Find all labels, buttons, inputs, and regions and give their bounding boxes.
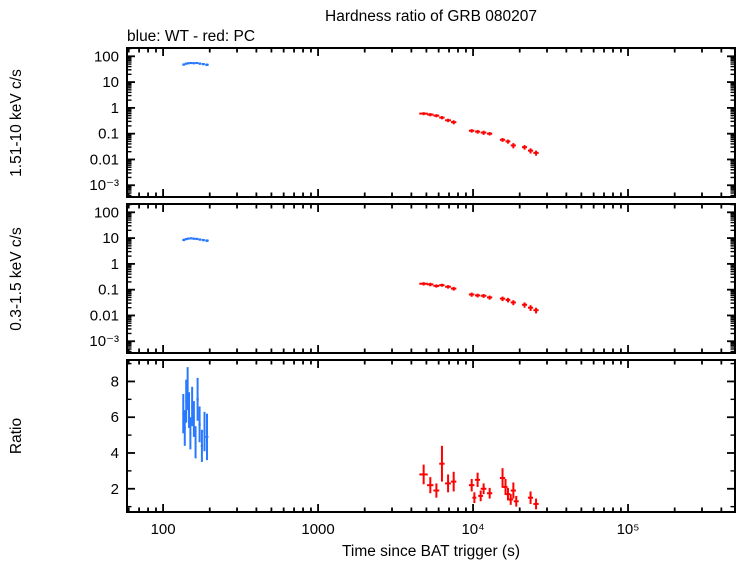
y-tick-label: 100 xyxy=(94,48,119,65)
series-wt xyxy=(182,237,209,242)
panel-frame xyxy=(126,47,736,198)
y-tick-label: 2 xyxy=(111,481,119,498)
y-tick-label: 0.01 xyxy=(90,307,119,324)
y-tick-label: 1 xyxy=(111,256,119,273)
y-tick-label: 0.1 xyxy=(98,126,119,143)
series-wt xyxy=(182,62,209,67)
y-tick-label: 0.1 xyxy=(98,282,119,299)
series-pc xyxy=(419,445,539,510)
panel-frame xyxy=(126,359,736,513)
x-tick-label: 100 xyxy=(151,521,176,538)
series-pc xyxy=(419,112,539,156)
y-tick-label: 10 xyxy=(102,74,119,91)
chart-title: Hardness ratio of GRB 080207 xyxy=(325,8,537,25)
y-axis-label-hard-band: 1.51-10 keV c/s xyxy=(8,69,25,177)
x-tick-label: 1000 xyxy=(301,521,334,538)
panel-3: 2 4 6 8 xyxy=(111,359,736,513)
x-tick-label: 10⁵ xyxy=(617,521,640,538)
y-tick-label: 4 xyxy=(111,445,119,462)
y-tick-label: 1 xyxy=(111,100,119,117)
y-tick-label: 100 xyxy=(94,204,119,221)
y-axis-label-soft-band: 0.3-1.5 keV c/s xyxy=(8,227,25,331)
x-tick-label: 10⁴ xyxy=(461,521,484,538)
y-tick-label: 8 xyxy=(111,373,119,390)
y-tick-label: 0.01 xyxy=(90,151,119,168)
y-tick-label: 6 xyxy=(111,409,119,426)
series-pc xyxy=(419,282,539,314)
legend-annotation: blue: WT - red: PC xyxy=(127,28,255,45)
series-wt xyxy=(182,367,209,462)
y-tick-label: 10⁻³ xyxy=(89,333,119,350)
panel-frame xyxy=(126,203,736,354)
y-tick-label: 10 xyxy=(102,230,119,247)
y-tick-label: 10⁻³ xyxy=(89,177,119,194)
y-axis-label-ratio: Ratio xyxy=(8,418,25,454)
panel-2: 100 10 1 0.1 0.01 10⁻³ xyxy=(89,203,736,354)
panel-1: 100 10 1 0.1 0.01 10⁻³ xyxy=(89,47,736,198)
x-axis-label: Time since BAT trigger (s) xyxy=(342,543,520,560)
